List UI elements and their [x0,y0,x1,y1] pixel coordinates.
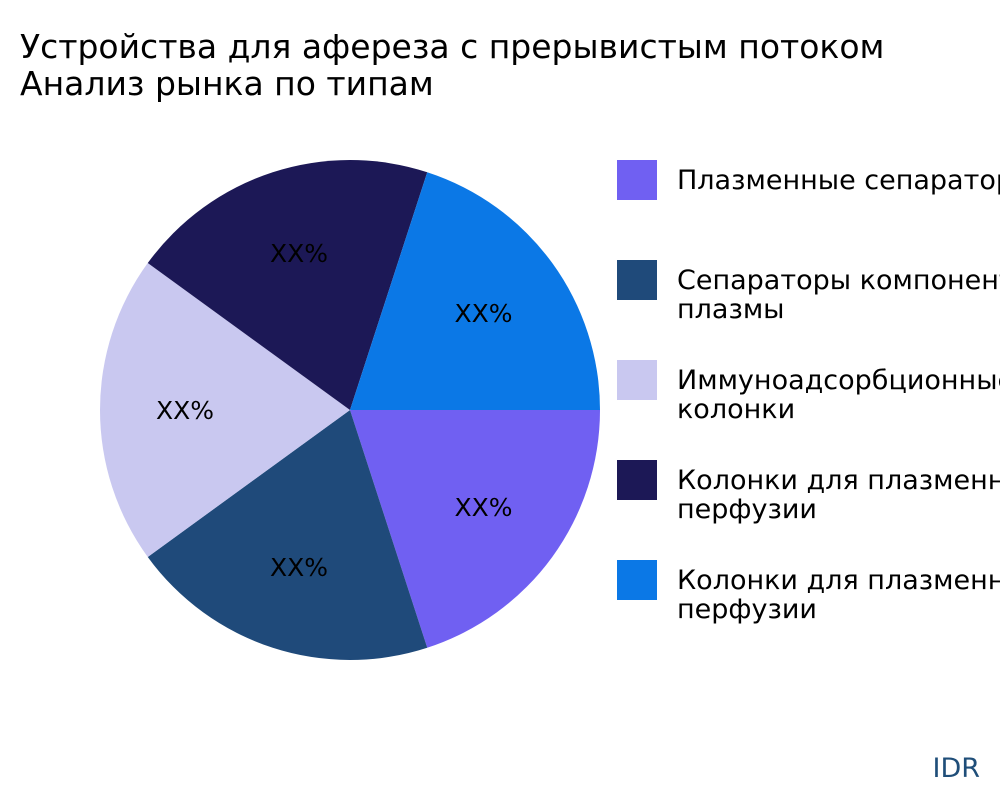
pie-slice-label-5: XX% [454,299,512,328]
legend-swatch-3 [617,360,657,400]
legend-label-2: Сепараторы компонентовплазмы [677,265,1000,325]
pie-slice-label-4: XX% [270,239,328,268]
legend-label-3: Иммуноадсорбционные колонки [677,365,1000,425]
pie-slice-5 [350,172,600,410]
pie-slice-1 [350,410,600,648]
pie-slices [100,160,600,660]
legend: Плазменные сепараторы Сепараторы компонен… [617,160,1000,625]
legend-swatch-5 [617,560,657,600]
legend-swatch-2 [617,260,657,300]
pie-slice-label-1: XX% [454,493,512,522]
chart-title: Устройства для афереза с прерывистым пот… [20,28,884,102]
pie-slice-4 [147,160,428,410]
chart-title-line-1: Устройства для афереза с прерывистым пот… [20,27,885,66]
legend-label-5: Колонки для плазменнойперфузии [677,565,1000,625]
pie-slice-3 [100,263,350,557]
legend-swatch-1 [617,160,657,200]
legend-label-1: Плазменные сепараторы [677,165,1000,196]
brand-logo-text: IDR [932,753,980,784]
pie-slice-2 [147,410,428,660]
pie-labels: XX% XX% XX% XX% XX% [156,239,513,582]
legend-swatch-4 [617,460,657,500]
pie-slice-label-3: XX% [156,396,214,425]
pie-slice-label-2: XX% [270,553,328,582]
chart-title-line-2: Анализ рынка по типам [20,64,434,103]
legend-label-4: Колонки для плазменнойперфузии [677,465,1000,525]
